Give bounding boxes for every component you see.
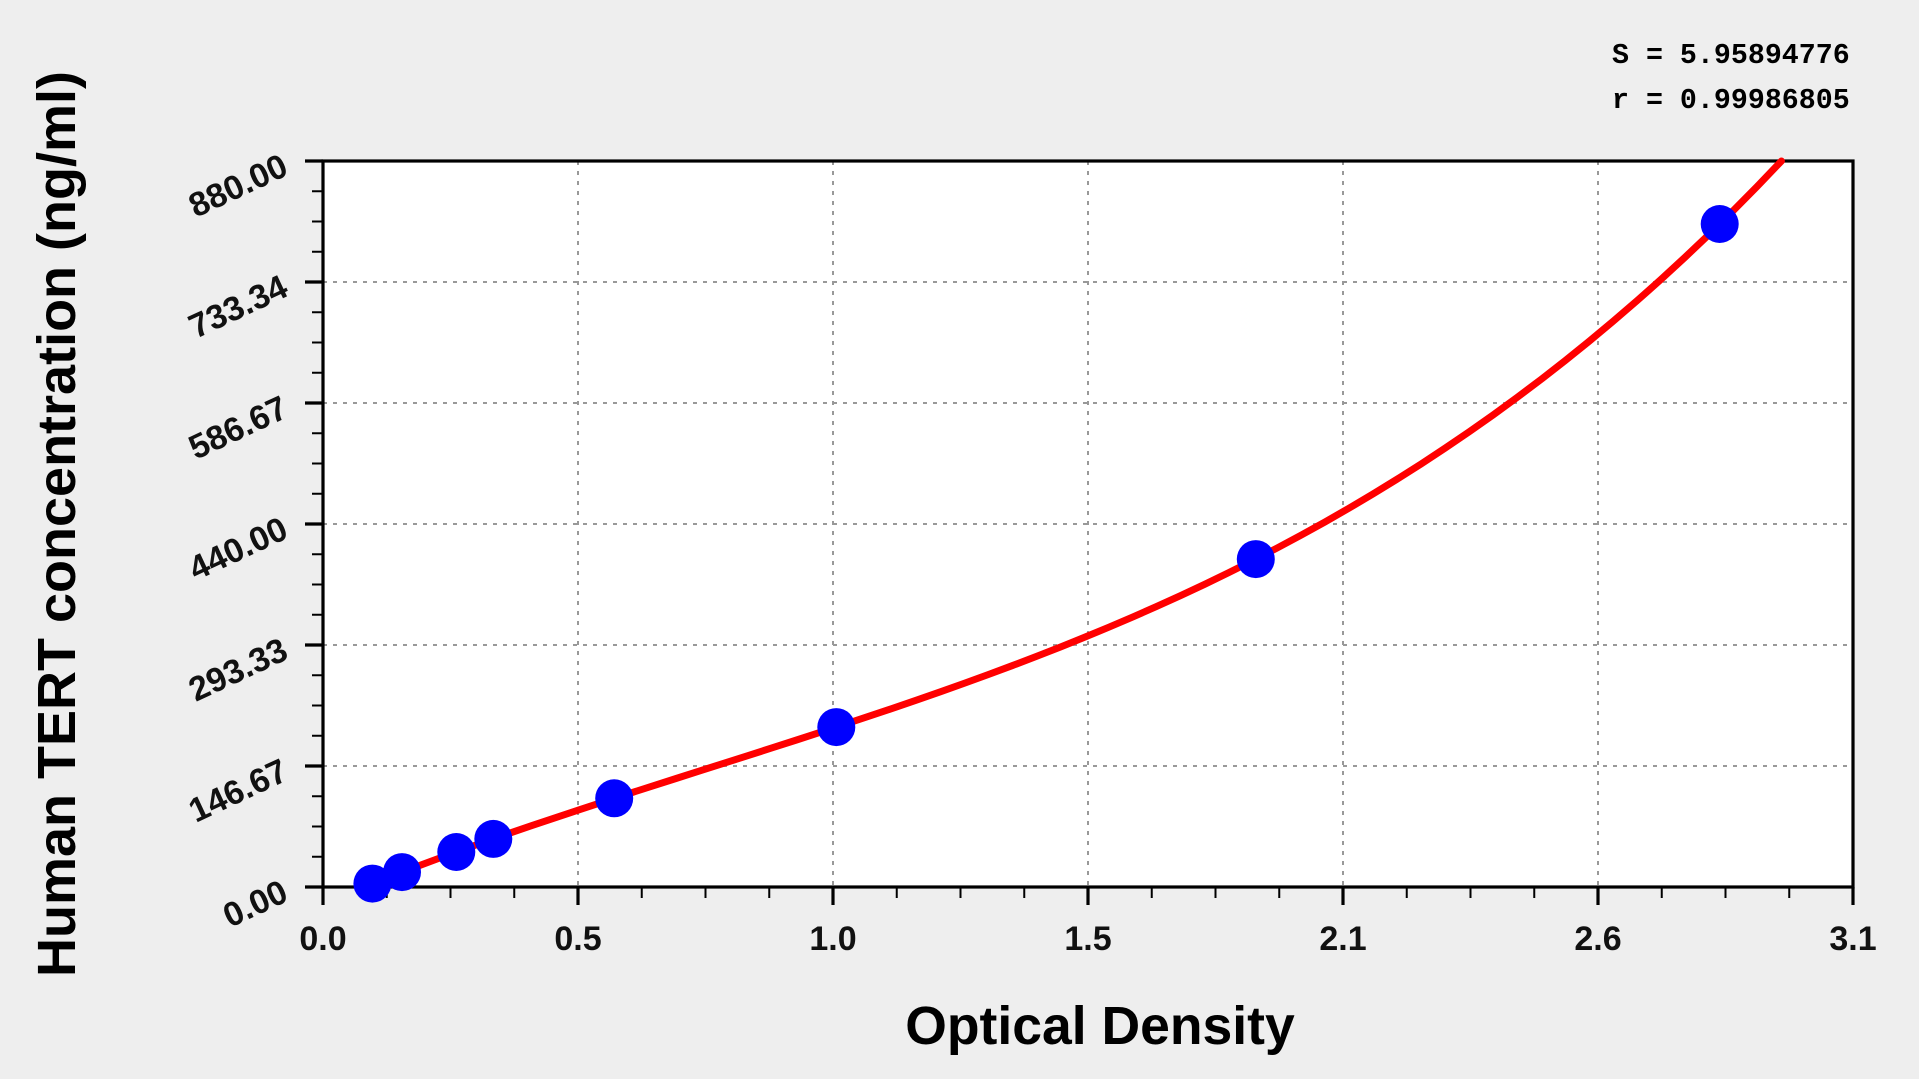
svg-text:2.1: 2.1 (1319, 920, 1366, 958)
svg-text:1.0: 1.0 (809, 920, 856, 958)
svg-text:S = 5.95894776: S = 5.95894776 (1612, 40, 1850, 72)
svg-text:0.0: 0.0 (299, 920, 346, 958)
svg-text:1.5: 1.5 (1064, 920, 1111, 958)
svg-text:3.1: 3.1 (1829, 920, 1876, 958)
svg-text:r = 0.99986805: r = 0.99986805 (1612, 85, 1850, 117)
svg-text:2.6: 2.6 (1574, 920, 1621, 958)
svg-text:0.5: 0.5 (554, 920, 601, 958)
svg-text:Optical Density: Optical Density (905, 997, 1295, 1056)
svg-text:Human TERT concentration (ng/m: Human TERT concentration (ng/ml) (27, 71, 87, 977)
